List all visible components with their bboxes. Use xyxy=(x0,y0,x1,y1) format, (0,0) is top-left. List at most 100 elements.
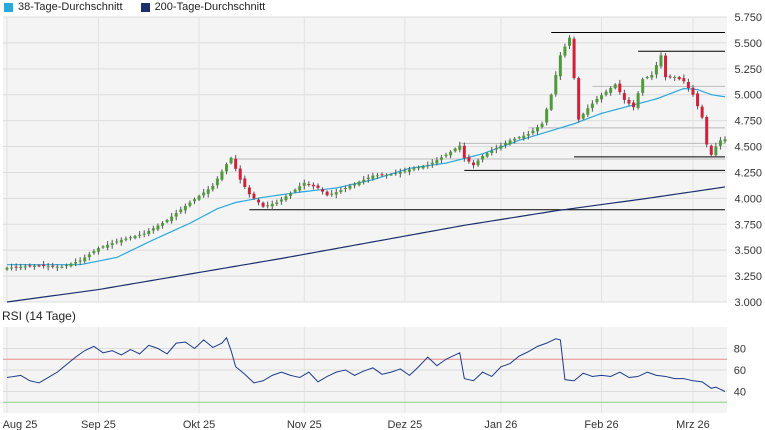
candle-up xyxy=(151,228,155,231)
candle-up xyxy=(275,202,279,204)
candle-down xyxy=(247,187,251,195)
candle-down xyxy=(686,82,690,88)
candle-down xyxy=(696,93,700,107)
candle-down xyxy=(668,76,672,78)
candle-up xyxy=(366,177,370,179)
candle-up xyxy=(60,266,64,268)
candle-up xyxy=(343,188,347,189)
candle-up xyxy=(508,140,512,145)
legend-swatch-sma38 xyxy=(4,2,13,12)
candle-up xyxy=(183,206,187,211)
candle-down xyxy=(380,174,384,176)
x-tick-label: Mrz 26 xyxy=(676,419,710,430)
x-tick-label: Feb 26 xyxy=(584,419,618,430)
rsi-y-tick-label: 40 xyxy=(734,387,746,399)
candle-up xyxy=(613,84,617,89)
price-y-tick-label: 3.750 xyxy=(734,219,762,231)
price-y-tick-label: 5.000 xyxy=(734,90,762,102)
legend-item-sma200[interactable]: 200-Tage-Durchschnitt xyxy=(137,1,265,13)
candle-up xyxy=(595,98,599,103)
candle-down xyxy=(627,99,631,104)
candle-up xyxy=(673,77,677,79)
candle-up xyxy=(430,162,434,165)
candle-up xyxy=(101,246,105,248)
candle-up xyxy=(298,186,302,191)
candle-up xyxy=(193,199,197,202)
sma200-line xyxy=(6,186,726,303)
candle-up xyxy=(156,225,160,230)
candle-up xyxy=(394,173,398,175)
candle-up xyxy=(5,267,9,270)
chart-legend: 38-Tage-Durchschnitt 200-Tage-Durchschni… xyxy=(0,1,279,13)
candle-up xyxy=(119,239,123,243)
candle-up xyxy=(284,196,288,201)
candle-down xyxy=(325,191,329,196)
candle-up xyxy=(558,55,562,77)
candle-up xyxy=(202,192,206,196)
candle-up xyxy=(69,263,73,267)
candle-up xyxy=(353,183,357,186)
candle-down xyxy=(677,77,681,80)
x-tick-label: Okt 25 xyxy=(183,419,215,430)
candle-up xyxy=(407,169,411,172)
candle-up xyxy=(549,94,553,110)
candle-up xyxy=(513,138,517,141)
candle-up xyxy=(490,150,494,154)
candle-down xyxy=(700,106,704,118)
candle-down xyxy=(682,78,686,82)
price-y-tick-label: 4.500 xyxy=(734,142,762,154)
candle-up xyxy=(481,155,485,160)
candle-up xyxy=(133,236,137,239)
candle-up xyxy=(362,179,366,183)
x-tick-label: Sep 25 xyxy=(81,419,116,430)
candle-up xyxy=(517,137,521,139)
price-y-tick-label: 4.000 xyxy=(734,193,762,205)
x-tick-label: Aug 25 xyxy=(3,419,38,430)
price-y-tick-label: 3.500 xyxy=(734,245,762,257)
candle-up xyxy=(115,241,119,243)
price-y-tick-label: 5.250 xyxy=(734,64,762,76)
candle-down xyxy=(622,93,626,100)
candle-up xyxy=(147,230,151,235)
candle-up xyxy=(23,266,27,268)
candle-down xyxy=(311,184,315,187)
candle-up xyxy=(439,157,443,160)
candle-up xyxy=(220,171,224,180)
candle-up xyxy=(348,185,352,189)
candle-up xyxy=(568,37,572,46)
candle-up xyxy=(563,46,567,56)
price-y-tick-label: 3.250 xyxy=(734,271,762,283)
candle-up xyxy=(375,175,379,177)
candle-up xyxy=(449,151,453,156)
candle-down xyxy=(321,188,325,192)
legend-item-sma38[interactable]: 38-Tage-Durchschnitt xyxy=(0,1,123,13)
candle-up xyxy=(138,234,142,236)
candle-up xyxy=(645,77,649,79)
candle-up xyxy=(330,193,334,195)
candle-up xyxy=(110,243,114,246)
price-y-tick-label: 5.750 xyxy=(734,12,762,24)
price-y-tick-label: 4.750 xyxy=(734,116,762,128)
candle-down xyxy=(705,117,709,145)
candle-up xyxy=(604,91,608,95)
rsi-panel-title: RSI (14 Tage) xyxy=(2,309,76,323)
candle-up xyxy=(371,175,375,179)
candle-up xyxy=(225,164,229,172)
candle-up xyxy=(188,202,192,206)
candle-down xyxy=(467,157,471,162)
candle-up xyxy=(412,168,416,170)
candle-up xyxy=(540,123,544,127)
candle-up xyxy=(476,160,480,166)
candle-down xyxy=(709,145,713,155)
candle-up xyxy=(650,75,654,78)
candle-up xyxy=(494,148,498,150)
candle-up xyxy=(435,160,439,164)
candle-up xyxy=(19,266,23,269)
candle-up xyxy=(215,178,219,186)
candle-down xyxy=(316,185,320,188)
candle-up xyxy=(485,153,489,157)
candle-up xyxy=(279,199,283,202)
rsi-y-tick-label: 60 xyxy=(734,365,746,377)
candle-down xyxy=(42,264,46,267)
